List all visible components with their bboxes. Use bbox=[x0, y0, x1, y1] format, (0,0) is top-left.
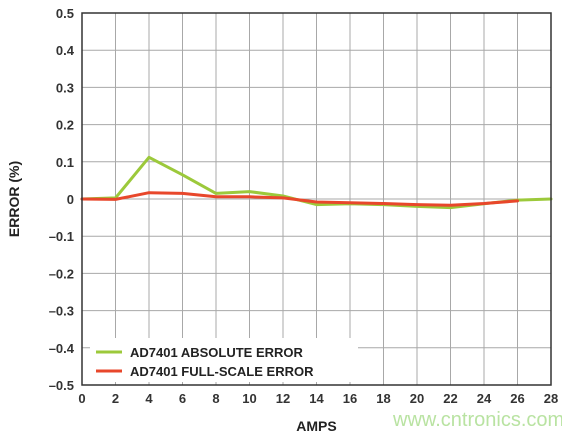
y-tick-label: 0.2 bbox=[56, 118, 74, 133]
x-tick-label: 14 bbox=[309, 391, 324, 406]
y-tick-labels: 0.5 0.4 0.3 0.2 0.1 0 –0.1 –0.2 –0.3 –0.4 –0.5 bbox=[49, 6, 75, 393]
x-tick-label: 4 bbox=[145, 391, 153, 406]
legend: AD7401 ABSOLUTE ERROR AD7401 FULL-SCALE E… bbox=[90, 338, 358, 382]
x-tick-label: 28 bbox=[544, 391, 558, 406]
grid bbox=[81, 12, 552, 386]
y-tick-label: –0.5 bbox=[49, 378, 74, 393]
x-tick-label: 22 bbox=[443, 391, 457, 406]
x-tick-label: 6 bbox=[179, 391, 186, 406]
y-tick-label: 0.3 bbox=[56, 80, 74, 95]
x-tick-label: 12 bbox=[276, 391, 290, 406]
x-tick-label: 26 bbox=[510, 391, 524, 406]
x-tick-label: 18 bbox=[376, 391, 390, 406]
x-tick-label: 20 bbox=[410, 391, 424, 406]
y-tick-label: –0.4 bbox=[49, 341, 75, 356]
y-tick-label: 0 bbox=[67, 192, 74, 207]
y-tick-label: –0.3 bbox=[49, 304, 74, 319]
x-tick-label: 8 bbox=[212, 391, 219, 406]
x-axis-label: AMPS bbox=[296, 418, 336, 434]
legend-entry-label: AD7401 FULL-SCALE ERROR bbox=[130, 364, 314, 379]
x-tick-label: 10 bbox=[242, 391, 256, 406]
y-tick-label: –0.2 bbox=[49, 266, 74, 281]
series-lines bbox=[80, 155, 553, 210]
watermark: www.cntronics.com bbox=[392, 409, 562, 431]
x-tick-label: 24 bbox=[477, 391, 492, 406]
x-tick-labels: 0 2 4 6 8 10 12 14 16 18 20 22 24 26 28 bbox=[78, 391, 558, 406]
y-axis-label: ERROR (%) bbox=[6, 161, 22, 237]
legend-background bbox=[90, 338, 358, 382]
plot-frame bbox=[81, 12, 552, 386]
y-tick-label: 0.1 bbox=[56, 155, 74, 170]
x-tick-label: 0 bbox=[78, 391, 85, 406]
series-line-2 bbox=[80, 191, 519, 207]
y-tick-label: 0.5 bbox=[56, 6, 74, 21]
x-tick-label: 16 bbox=[343, 391, 357, 406]
y-tick-label: 0.4 bbox=[56, 43, 75, 58]
x-tick-label: 2 bbox=[112, 391, 119, 406]
y-tick-label: –0.1 bbox=[49, 229, 74, 244]
legend-entry-label: AD7401 ABSOLUTE ERROR bbox=[130, 345, 303, 360]
